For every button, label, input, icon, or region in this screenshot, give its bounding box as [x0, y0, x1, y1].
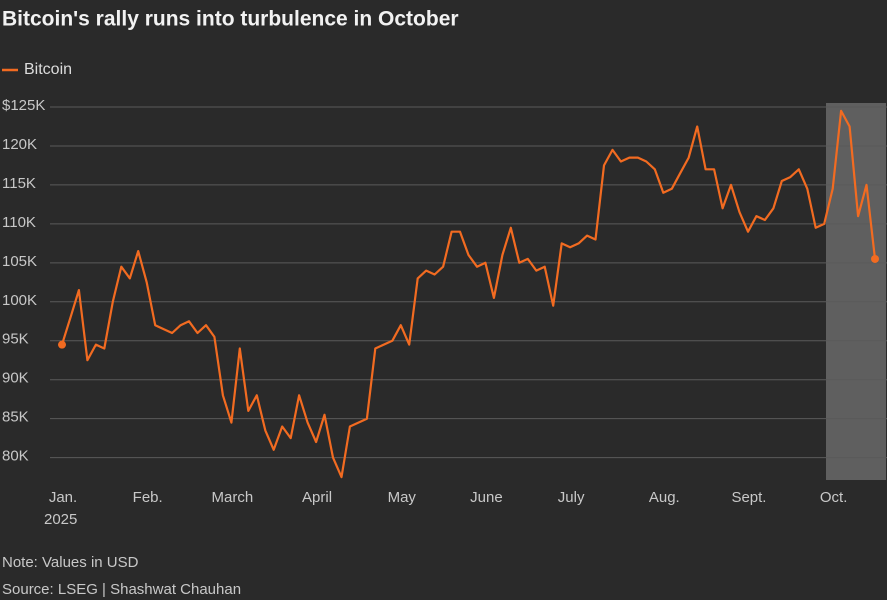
y-tick-label: 90K: [2, 370, 29, 387]
y-tick-label: 80K: [2, 448, 29, 465]
x-tick-label: June: [470, 489, 503, 506]
end-marker: [871, 254, 879, 263]
end-marker: [58, 340, 66, 349]
x-tick-label: Feb.: [133, 489, 163, 506]
y-tick-label: 100K: [2, 292, 37, 309]
y-tick-label: 115K: [2, 175, 36, 192]
chart-title: Bitcoin's rally runs into turbulence in …: [2, 8, 459, 31]
x-tick-label: Oct.: [820, 489, 848, 506]
y-tick-label: 110K: [2, 214, 36, 231]
y-tick-label: 120K: [2, 136, 37, 153]
x-tick-label: March: [212, 489, 254, 506]
legend-label: Bitcoin: [24, 61, 72, 78]
source: Source: LSEG | Shashwat Chauhan: [2, 581, 241, 598]
line-series: [60, 109, 877, 479]
x-tick-label: Sept.: [731, 489, 766, 506]
x-tick-label: April: [302, 489, 332, 506]
x-tick-label: Aug.: [649, 489, 680, 506]
x-year-label: 2025: [44, 511, 77, 528]
x-tick-label: May: [388, 489, 417, 506]
y-tick-label: 105K: [2, 253, 37, 270]
y-tick-label: 95K: [2, 331, 29, 348]
y-tick-label: $125K: [2, 97, 45, 114]
note: Note: Values in USD: [2, 554, 139, 571]
x-tick-label: Jan.: [49, 489, 77, 506]
y-tick-label: 85K: [2, 409, 29, 426]
x-tick-label: July: [558, 489, 585, 506]
